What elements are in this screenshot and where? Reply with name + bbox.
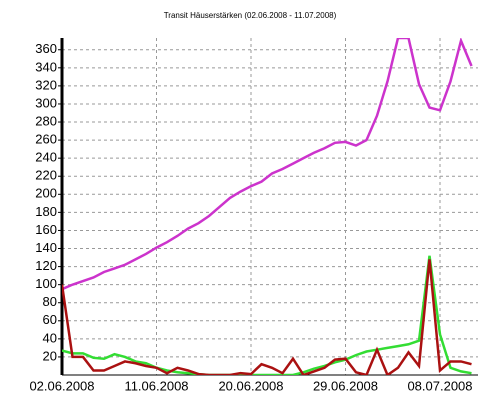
y-tick-label: 360 [35,41,57,56]
series-line [62,255,472,375]
y-tick-label: 120 [35,258,57,273]
y-tick-label: 340 [35,59,57,74]
y-tick-label: 100 [35,276,57,291]
y-tick-label: 80 [43,294,57,309]
chart-title: Transit Häuserstärken (02.06.2008 - 11.0… [164,11,337,20]
series-line [62,259,472,375]
x-tick-label: 20.06.2008 [218,378,283,393]
y-tick-label: 160 [35,222,57,237]
y-tick-label: 60 [43,312,57,327]
y-tick-label: 140 [35,240,57,255]
series-line [62,38,473,291]
y-tick-label: 20 [43,348,57,363]
x-tick-label: 02.06.2008 [29,378,94,393]
y-tick-label: 200 [35,186,57,201]
y-tick-label: 40 [43,330,57,345]
y-tick-label: 220 [35,168,57,183]
y-tick-label: 280 [35,113,57,128]
y-tick-label: 320 [35,77,57,92]
x-tick-label: 08.07.2008 [407,378,472,393]
x-tick-label: 11.06.2008 [124,378,188,393]
y-tick-label: 180 [35,204,57,219]
y-tick-label: 300 [35,95,57,110]
y-tick-label: 260 [35,132,57,147]
y-tick-label: 240 [35,150,57,165]
x-tick-label: 29.06.2008 [313,378,378,393]
